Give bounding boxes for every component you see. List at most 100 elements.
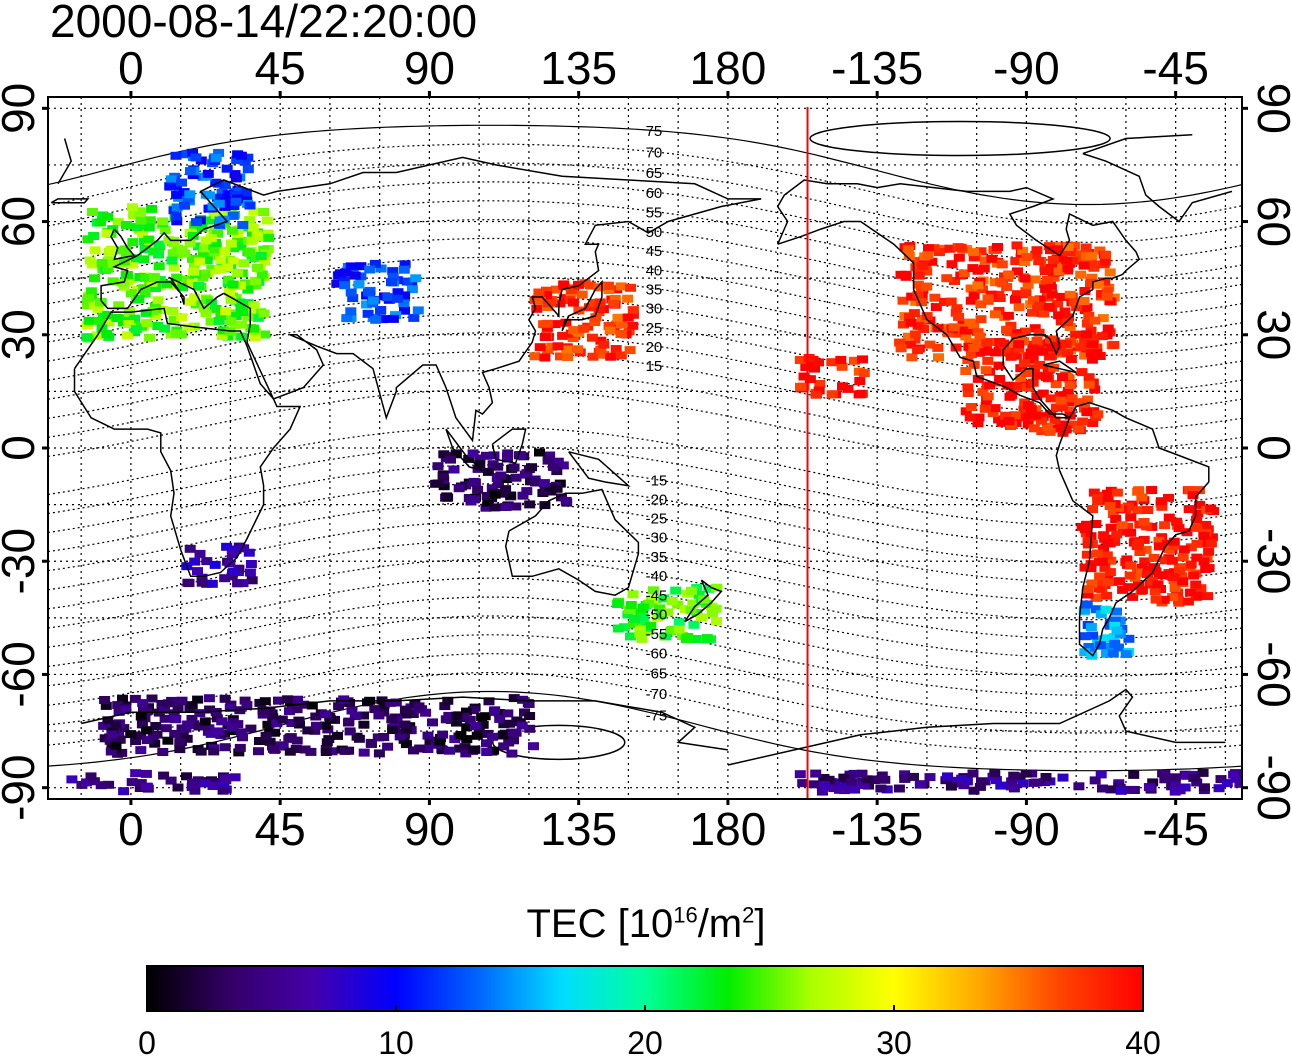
tec-pixel (150, 722, 162, 730)
tec-pixel (310, 721, 322, 730)
colorbar-tick-label: 20 (627, 1025, 663, 1057)
tec-pixel (962, 383, 974, 392)
tec-pixel (1080, 243, 1092, 252)
tec-pixel (1109, 616, 1121, 625)
tec-pixel (945, 297, 957, 306)
tec-pixel (437, 472, 449, 481)
tec-pixel (1149, 587, 1161, 596)
tec-pixel (1215, 775, 1227, 784)
tec-pixel (228, 244, 239, 253)
tec-pixel (957, 319, 969, 328)
tec-pixel (205, 317, 217, 326)
maglat-label: 75 (646, 123, 663, 140)
tec-pixel (228, 202, 240, 210)
tec-pixel (972, 374, 984, 383)
tec-pixel (146, 278, 158, 287)
tec-pixel (1017, 246, 1029, 255)
coastline (776, 179, 1141, 419)
tec-pixel (522, 699, 534, 707)
tec-pixel (126, 778, 138, 787)
tec-pixel (1101, 591, 1113, 600)
maglat-label: -25 (646, 511, 668, 528)
tec-pixel (964, 338, 976, 347)
tec-pixel (1034, 301, 1045, 310)
tec-pixel (1107, 510, 1119, 519)
maglat-label: 25 (646, 320, 663, 337)
tec-pixel (215, 312, 227, 320)
tec-pixel (1095, 770, 1107, 779)
tec-pixel (249, 276, 261, 285)
tec-pixel (1206, 533, 1218, 542)
tec-pixel (1031, 246, 1043, 255)
tec-pixel (1111, 607, 1122, 616)
tec-pixel (1055, 317, 1067, 326)
tec-pixel (1169, 773, 1181, 782)
tec-pixel (1019, 258, 1031, 267)
tec-pixel (968, 344, 980, 352)
tec-pixel (298, 700, 310, 709)
tec-pixel (140, 769, 152, 778)
tec-pixel (609, 295, 621, 303)
tec-pixel (1053, 311, 1065, 320)
tec-pixel (444, 746, 456, 755)
tec-pixel (267, 713, 279, 722)
maglat-label: -15 (646, 472, 668, 489)
tec-pixel (706, 609, 718, 618)
tec-pixel (437, 746, 448, 755)
tec-pixel (990, 310, 1001, 319)
tec-pixel (122, 314, 134, 323)
tec-pixel (89, 246, 101, 255)
tec-pixel (1062, 348, 1073, 357)
tec-pixel (1143, 783, 1155, 792)
tec-pixel (813, 386, 825, 395)
tec-pixel (207, 782, 219, 790)
tec-pixel (711, 617, 722, 626)
tec-data-pixels (66, 148, 1242, 796)
tec-pixel (1057, 403, 1069, 411)
tec-pixel (1169, 787, 1181, 796)
tec-pixel (176, 178, 187, 187)
tec-pixel (554, 299, 566, 308)
tec-pixel (690, 635, 702, 643)
tec-pixel (1022, 420, 1034, 429)
tec-pixel (177, 729, 189, 738)
tec-pixel (112, 218, 124, 227)
tec-pixel (1082, 590, 1094, 599)
tec-pixel (196, 573, 208, 582)
tec-pixel (1013, 340, 1025, 349)
tec-pixel (161, 280, 173, 289)
tec-pixel (1079, 337, 1091, 346)
tec-pixel (948, 323, 960, 332)
tec-pixel (1146, 577, 1158, 586)
tec-pixel (1044, 352, 1056, 361)
tec-pixel (1097, 314, 1109, 323)
tec-pixel (836, 362, 848, 371)
tec-pixel (953, 253, 965, 262)
tec-pixel (1159, 521, 1171, 530)
tec-pixel (125, 289, 137, 298)
tec-pixel (205, 301, 217, 310)
tec-pixel (1099, 563, 1111, 572)
tec-pixel (481, 739, 492, 748)
tec-pixel (244, 248, 256, 257)
tec-pixel (339, 281, 351, 290)
tec-pixel (166, 256, 178, 265)
tec-pixel (1081, 330, 1092, 339)
tec-pixel (238, 259, 250, 268)
tec-pixel (1049, 416, 1061, 425)
tec-pixel (238, 544, 250, 553)
tec-pixel (1115, 786, 1127, 795)
tec-pixel (461, 707, 472, 716)
tec-pixel (1171, 517, 1183, 526)
tec-pixel (230, 197, 242, 206)
maglat-label: 55 (646, 204, 663, 221)
tec-pixel (245, 560, 257, 568)
tec-pixel (987, 409, 999, 418)
tec-pixel (127, 238, 139, 247)
left-axis-label: 0 (0, 435, 44, 461)
tec-pixel (157, 217, 168, 226)
left-axis-label: 30 (0, 309, 44, 360)
tec-pixel (156, 699, 168, 708)
tec-pixel (804, 375, 816, 384)
tec-pixel (939, 297, 950, 306)
